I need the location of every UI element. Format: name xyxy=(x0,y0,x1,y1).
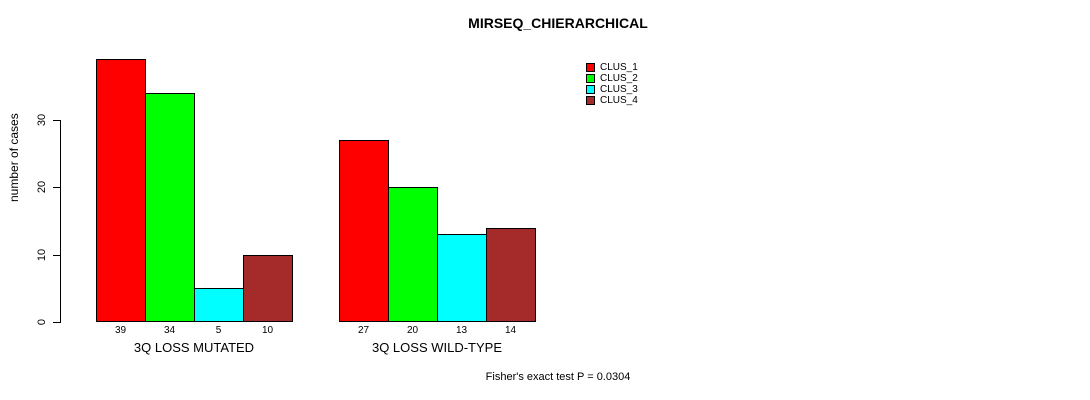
legend-label: CLUS_4 xyxy=(600,95,638,106)
legend-swatch xyxy=(586,96,595,105)
annotation-text: Fisher's exact test P = 0.0304 xyxy=(485,371,631,383)
legend-label: CLUS_2 xyxy=(600,73,638,84)
legend-item: CLUS_2 xyxy=(586,73,638,84)
bar-value-label: 14 xyxy=(504,325,517,336)
bar-clus-1-group-1 xyxy=(96,59,146,322)
legend-swatch xyxy=(586,74,595,83)
x-axis-group-label: 3Q LOSS WILD-TYPE xyxy=(371,340,503,355)
legend-label: CLUS_3 xyxy=(600,84,638,95)
bar-value-label: 39 xyxy=(114,325,127,336)
y-axis-tick xyxy=(53,254,60,256)
bar-clus-4-group-1 xyxy=(243,254,293,322)
y-axis-tick xyxy=(53,322,60,323)
legend-label: CLUS_1 xyxy=(600,62,638,73)
legend-item: CLUS_3 xyxy=(586,84,638,95)
y-axis-title: number of cases xyxy=(7,113,21,202)
y-axis-tick xyxy=(53,120,60,121)
y-axis-tick-label: 20 xyxy=(36,181,48,194)
legend-item: CLUS_4 xyxy=(586,95,638,106)
legend: CLUS_1 CLUS_2 CLUS_3 CLUS_4 xyxy=(586,62,638,106)
x-axis-group-label: 3Q LOSS MUTATED xyxy=(133,340,255,355)
bar-clus-3-group-2 xyxy=(437,234,487,322)
bar-value-label: 34 xyxy=(163,325,176,336)
bar-clus-1-group-2 xyxy=(339,140,389,322)
y-axis-tick xyxy=(53,187,60,189)
y-axis-tick-label: 0 xyxy=(36,318,48,326)
y-axis-line xyxy=(60,120,61,323)
bar-value-label: 13 xyxy=(455,325,468,336)
chart-title: MIRSEQ_CHIERARCHICAL xyxy=(468,15,648,31)
bar-clus-2-group-2 xyxy=(388,187,438,322)
bar-value-label: 27 xyxy=(357,325,370,336)
bar-value-label: 10 xyxy=(261,325,274,336)
bar-value-label: 5 xyxy=(215,325,222,336)
bar-clus-3-group-1 xyxy=(194,288,244,322)
legend-swatch xyxy=(586,85,595,94)
legend-item: CLUS_1 xyxy=(586,62,638,73)
bar-value-label: 20 xyxy=(406,325,419,336)
y-axis-tick-label: 10 xyxy=(36,248,48,261)
y-axis-tick-label: 30 xyxy=(36,113,48,127)
legend-swatch xyxy=(586,63,595,72)
bar-clus-4-group-2 xyxy=(486,227,536,322)
bar-clus-2-group-1 xyxy=(145,93,195,322)
